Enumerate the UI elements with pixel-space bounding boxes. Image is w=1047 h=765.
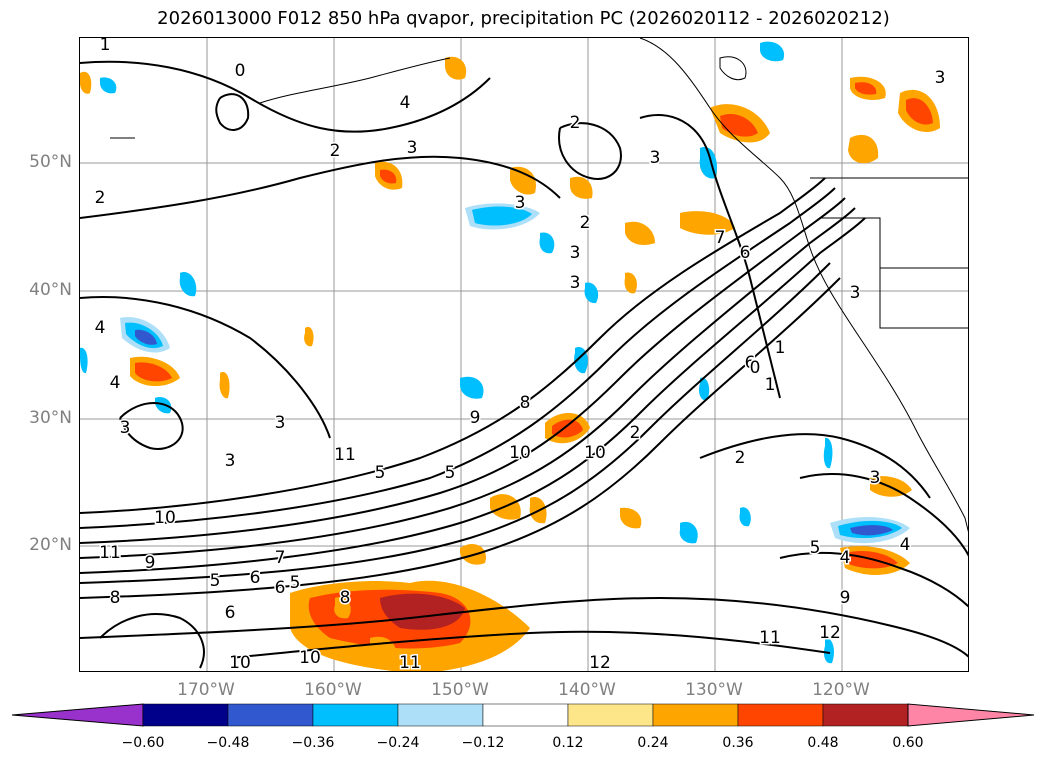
lat-label: 50°N: [29, 152, 72, 172]
colorbar-tick-label: 0.12: [552, 735, 584, 751]
lon-label: 130°W: [685, 680, 743, 700]
contour-label: 11: [99, 543, 121, 563]
contour-label: 3: [515, 193, 526, 213]
precip-positive: [80, 56, 940, 671]
lon-label: 170°W: [177, 680, 235, 700]
colorbar-segment: [397, 703, 484, 727]
contour-label: 3: [850, 283, 861, 303]
contour-label: 2: [580, 213, 591, 233]
lon-label: 120°W: [812, 680, 870, 700]
contour-label: 1: [100, 38, 111, 55]
contour-label: 12: [589, 653, 611, 672]
map-title: 2026013000 F012 850 hPa qvapor, precipit…: [157, 8, 890, 29]
contour-label: 5: [375, 463, 386, 483]
lon-label: 160°W: [304, 680, 362, 700]
colorbar-segment: [312, 703, 399, 727]
contour-label: 9: [470, 408, 481, 428]
contour-label: 7: [275, 548, 286, 568]
contour-label: 6: [740, 243, 751, 263]
contour-label: 5: [810, 538, 821, 558]
contour-label: 1: [765, 375, 776, 395]
contour-label: 5: [290, 573, 301, 593]
contour-label: 2: [630, 423, 641, 443]
contour-label: 11: [399, 653, 421, 672]
contour-label: 4: [840, 548, 851, 568]
contour-label: 10: [229, 653, 251, 672]
contour-label: 0: [235, 61, 246, 81]
contour-label: 6: [275, 578, 286, 598]
contour-label: 8: [520, 393, 531, 413]
contour-label: 12: [819, 623, 841, 643]
contour-label: 5: [210, 571, 221, 591]
qvapor-contours: [80, 60, 968, 669]
gridlines: [80, 38, 968, 671]
colorbar-tick-label: 0.60: [892, 735, 924, 751]
contour-label: 10: [154, 508, 176, 528]
lat-label: 40°N: [29, 280, 72, 300]
lat-label: 30°N: [29, 408, 72, 428]
contour-label: 6: [745, 353, 756, 373]
colorbar-segment: [482, 703, 569, 727]
colorbar-segment: [822, 703, 909, 727]
contour-label: 2: [735, 448, 746, 468]
coastlines: [110, 38, 968, 533]
contour-label: 3: [225, 451, 236, 471]
contour-label: 2: [95, 188, 106, 208]
colorbar-tick-label: 0.36: [722, 735, 754, 751]
contour-label: 7: [715, 228, 726, 248]
contour-label: 6: [250, 568, 261, 588]
contour-label: 3: [120, 418, 131, 438]
contour-label: 0: [750, 358, 761, 378]
contour-label: 10: [509, 443, 531, 463]
colorbar-extend-high: [907, 703, 1035, 727]
colorbar-segment: [737, 703, 824, 727]
contour-label: 3: [650, 148, 661, 168]
colorbar-tick-label: −0.48: [206, 735, 250, 751]
contour-label: 3: [570, 243, 581, 263]
contour-label: 6: [225, 603, 236, 623]
colorbar-segment: [652, 703, 739, 727]
contour-label: 3: [870, 468, 881, 488]
contour-label: 11: [759, 628, 781, 648]
precip-negative: [80, 41, 910, 664]
contour-label: 4: [110, 373, 121, 393]
contour-label: 10: [299, 648, 321, 668]
contour-label: 3: [407, 138, 418, 158]
contour-label: 9: [145, 553, 156, 573]
contour-label: 3: [275, 413, 286, 433]
colorbar-extend-low: [11, 703, 144, 727]
colorbar-segment: [142, 703, 229, 727]
lon-label: 140°W: [558, 680, 616, 700]
contour-label: 3: [935, 68, 946, 88]
colorbar-segment: [227, 703, 314, 727]
contour-label: 4: [95, 318, 106, 338]
colorbar: [11, 703, 1035, 727]
colorbar-tick-label: 0.48: [807, 735, 839, 751]
colorbar-segment: [567, 703, 654, 727]
contour-label: 2: [330, 141, 341, 161]
contour-label: 1: [775, 338, 786, 358]
contour-label: 11: [334, 445, 356, 465]
lat-label: 20°N: [29, 535, 72, 555]
colorbar-tick-label: −0.36: [291, 735, 335, 751]
contour-label: 5: [445, 463, 456, 483]
contour-label: 4: [400, 93, 411, 113]
lon-label: 150°W: [431, 680, 489, 700]
contour-label: 4: [900, 535, 911, 555]
contour-label: 2: [570, 113, 581, 133]
colorbar-tick-label: −0.24: [376, 735, 420, 751]
colorbar-tick-label: 0.24: [637, 735, 669, 751]
colorbar-tick-label: −0.60: [121, 735, 165, 751]
contour-label: 8: [110, 588, 121, 608]
contour-label: 10: [584, 443, 606, 463]
contour-label: 9: [840, 588, 851, 608]
contour-label: 3: [570, 273, 581, 293]
map-panel: 1 0 2 3 2 3 3 2 3 4 3 2 1 7 6 6 4 3 4 5 3 3 5 5 6 8 10 10 11 9 7 6 5 6 8 10…: [79, 37, 969, 672]
contour-label: 8: [340, 588, 351, 608]
colorbar-tick-label: −0.12: [461, 735, 505, 751]
